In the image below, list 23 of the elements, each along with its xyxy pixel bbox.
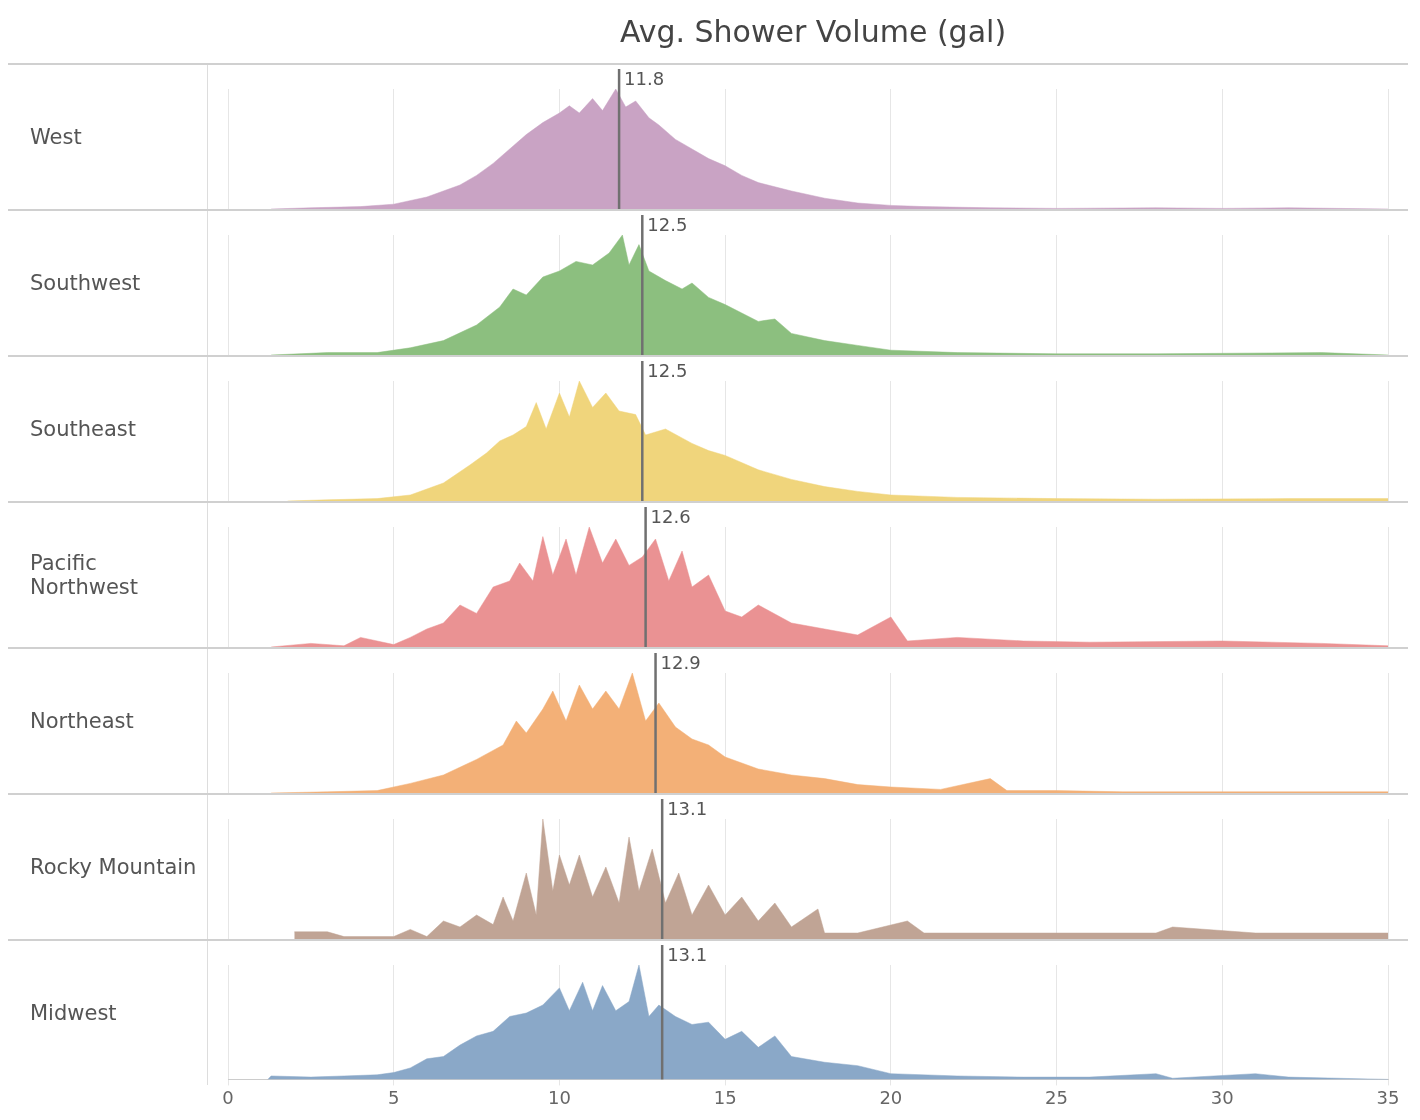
y-axis-title: Midwest — [8, 941, 208, 1085]
ref-line-label: 12.9 — [660, 651, 701, 673]
x-tick-label: 20 — [879, 1086, 903, 1108]
chart-title: Avg. Shower Volume (gal) — [618, 13, 1008, 51]
y-axis-title: Northeast — [8, 649, 208, 793]
ref-line-label: 11.8 — [624, 67, 665, 89]
y-axis-title: Pacific Northwest — [8, 503, 208, 647]
y-axis-title: Southwest — [8, 211, 208, 355]
x-tick-label: 10 — [547, 1086, 571, 1108]
ref-line-label: 12.5 — [647, 359, 688, 381]
x-tick-label: 25 — [1045, 1086, 1069, 1108]
y-axis-title: West — [8, 65, 208, 209]
x-tick-label: 35 — [1376, 1086, 1400, 1108]
ref-line-label: 13.1 — [667, 943, 708, 965]
x-tick-label: 30 — [1210, 1086, 1234, 1108]
x-tick-label: 15 — [713, 1086, 737, 1108]
ref-line-label: 12.5 — [647, 213, 688, 235]
ref-line-label: 13.1 — [667, 797, 708, 819]
y-axis-title: Southeast — [8, 357, 208, 501]
ref-line-label: 12.6 — [650, 505, 691, 527]
x-tick-label: 0 — [222, 1086, 234, 1108]
y-axis-title: Rocky Mountain — [8, 795, 208, 939]
x-tick-label: 5 — [387, 1086, 400, 1108]
